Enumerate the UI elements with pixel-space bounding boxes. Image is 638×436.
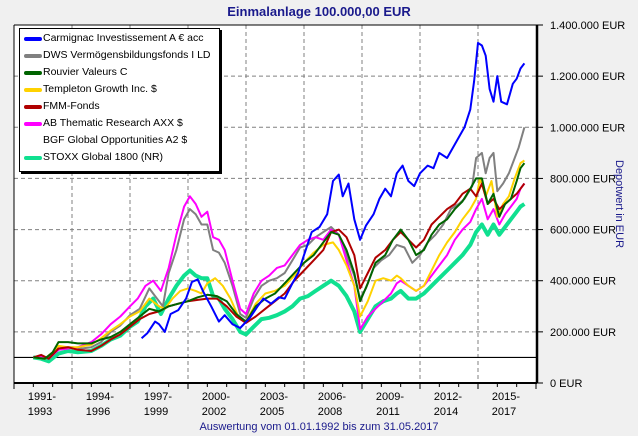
x-tick-label: 2002 (202, 406, 226, 418)
x-tick-label: 2008 (318, 406, 342, 418)
legend-label: Templeton Growth Inc. $ (43, 83, 157, 95)
legend-label: STOXX Global 1800 (NR) (43, 151, 164, 163)
x-tick-label: 1993 (28, 406, 52, 418)
y-tick-label: 1.400.000 EUR (550, 20, 625, 32)
legend-label: DWS Vermögensbildungsfonds I LD (43, 49, 211, 61)
x-tick-label: 2017 (492, 406, 516, 418)
series-line-4 (32, 182, 526, 360)
y-tick-label: 1.000.000 EUR (550, 122, 625, 134)
x-tick-label: 2003- (260, 391, 288, 403)
legend-label: BGF Global Opportunities A2 $ (43, 134, 188, 146)
legend-label: Carmignac Investissement A € acc (43, 32, 204, 44)
legend-label: FMM-Fonds (43, 100, 100, 112)
series-line-2 (33, 162, 526, 360)
legend: Carmignac Investissement A € acc DWS Verm… (19, 28, 220, 172)
legend-swatch (24, 122, 42, 126)
x-tick-label: 2006- (318, 391, 346, 403)
x-tick-label: 2000- (202, 391, 230, 403)
legend-swatch (24, 71, 42, 75)
y-axis-label-wrap: Depotwert in EUR (611, 160, 625, 270)
y-tick-label: 600.000 EUR (550, 225, 616, 237)
chart-title: Einmalanlage 100.000,00 EUR (227, 4, 411, 19)
y-tick-label: 400.000 EUR (550, 276, 616, 288)
legend-label: Rouvier Valeurs C (43, 66, 128, 78)
y-tick-label: 0 EUR (550, 378, 582, 390)
legend-swatch (24, 156, 42, 160)
x-tick-label: 1994- (86, 391, 114, 403)
x-tick-label: 2014 (434, 406, 458, 418)
legend-swatch (24, 105, 42, 109)
legend-swatch (24, 37, 42, 41)
y-tick-label: 800.000 EUR (550, 173, 616, 185)
x-tick-label: 2012- (434, 391, 462, 403)
series-line-5 (33, 182, 526, 360)
y-axis-label: Depotwert in EUR (613, 160, 625, 249)
x-tick-label: 2009- (376, 391, 404, 403)
y-tick-label: 1.200.000 EUR (550, 71, 625, 83)
legend-swatch (24, 88, 42, 92)
x-tick-label: 1991- (28, 391, 56, 403)
legend-swatch (24, 139, 42, 143)
x-tick-label: 1997- (144, 391, 172, 403)
x-tick-label: 1999 (144, 406, 168, 418)
x-tick-label: 1996 (86, 406, 110, 418)
x-tick-label: 2015- (492, 391, 520, 403)
x-tick-label: 2005 (260, 406, 284, 418)
y-tick-label: 200.000 EUR (550, 327, 616, 339)
legend-swatch (24, 54, 42, 58)
legend-label: AB Thematic Research AXX $ (43, 117, 183, 129)
footer-date-range: Auswertung vom 01.01.1992 bis zum 31.05.… (199, 421, 439, 433)
x-tick-label: 2011 (376, 406, 400, 418)
series-line-0 (140, 41, 526, 340)
